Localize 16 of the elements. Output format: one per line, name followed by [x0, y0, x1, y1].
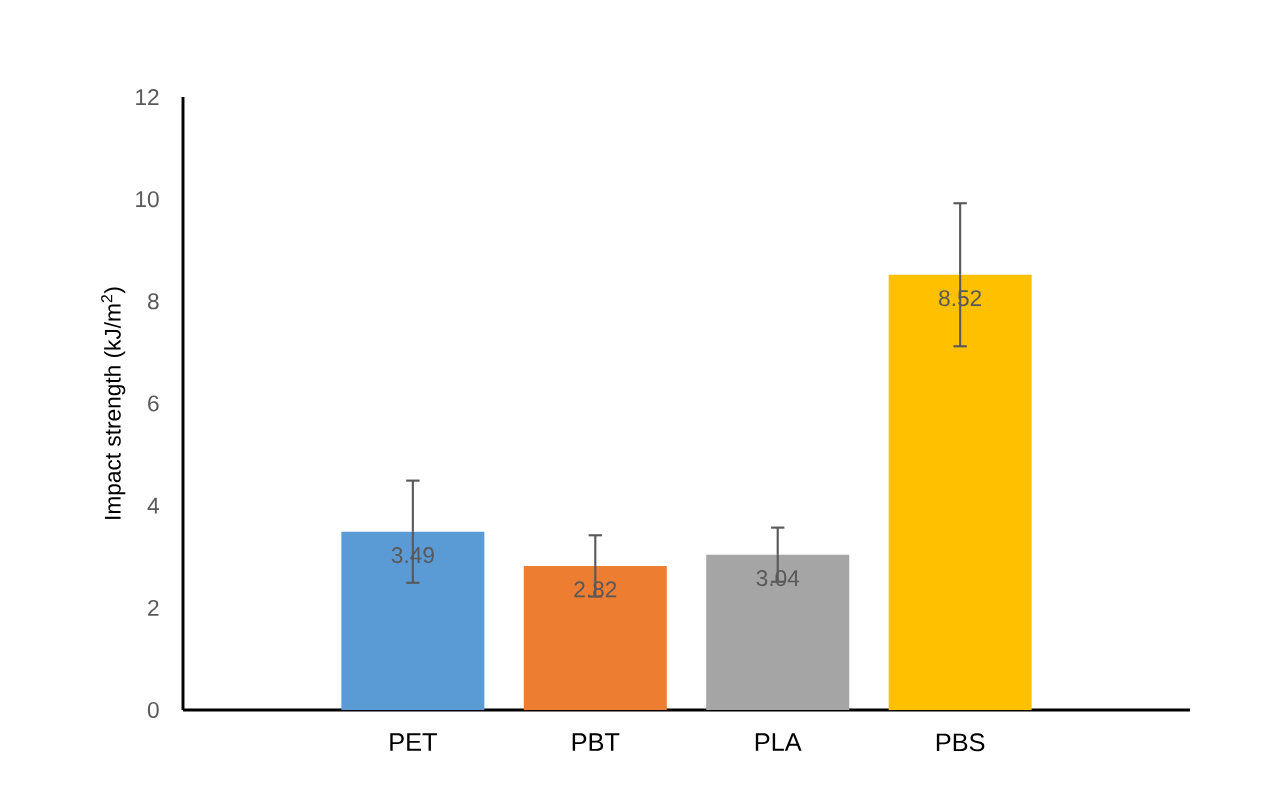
y-tick-label: 10	[136, 191, 159, 208]
bar	[341, 531, 485, 710]
y-tick-label: 4	[147, 497, 159, 514]
y-tick-label: 12	[136, 89, 159, 105]
y-tick-label: 6	[148, 395, 159, 412]
bar	[706, 554, 850, 710]
y-tick-label: 2	[148, 599, 159, 616]
x-tick-label: PBT	[572, 733, 620, 751]
bar	[888, 274, 1032, 710]
y-tick-label: 0	[147, 701, 159, 719]
y-tick-label: 8	[148, 293, 159, 310]
bar	[523, 565, 667, 710]
x-tick-label: PET	[390, 733, 437, 751]
y-axis-title: Impact strength (kJ/m$^{2}$)	[101, 287, 126, 519]
x-tick-label: PBS	[936, 733, 985, 752]
x-tick-label: PLA	[755, 733, 802, 751]
